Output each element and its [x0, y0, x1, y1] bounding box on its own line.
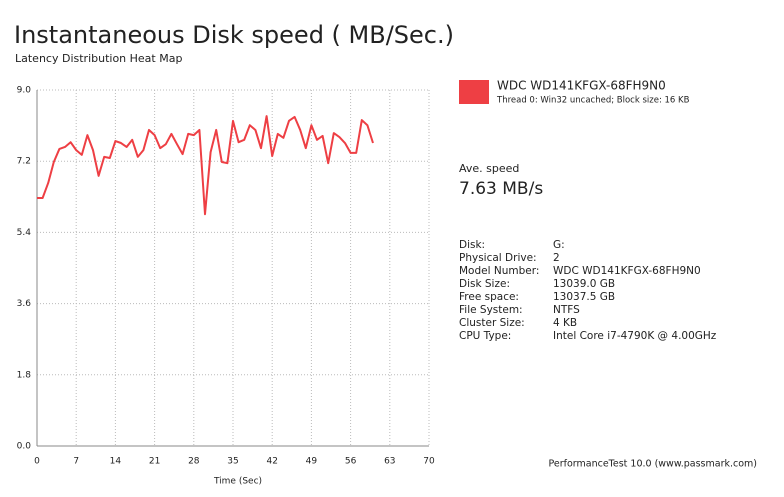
- legend-swatch: [459, 80, 489, 104]
- x-tick-label: 28: [188, 457, 200, 467]
- average-value: 7.63 MB/s: [459, 179, 543, 199]
- detail-value: 4 KB: [553, 317, 577, 329]
- x-tick-label: 0: [34, 457, 40, 467]
- average-label: Ave. speed: [459, 162, 519, 175]
- detail-label: Model Number:: [459, 265, 539, 277]
- detail-label: File System:: [459, 304, 523, 316]
- y-tick-label: 0.0: [17, 442, 32, 452]
- legend-detail: Thread 0: Win32 uncached; Block size: 16…: [496, 96, 690, 106]
- detail-value: G:: [553, 239, 565, 251]
- chart-title: Instantaneous Disk speed ( MB/Sec.): [14, 21, 454, 49]
- detail-value: 13039.0 GB: [553, 278, 615, 290]
- x-tick-label: 70: [423, 457, 435, 467]
- footer: PerformanceTest 10.0 (www.passmark.com): [548, 459, 757, 470]
- x-tick-label: 14: [110, 457, 122, 467]
- x-tick-label: 49: [306, 457, 318, 467]
- y-tick-label: 9.0: [17, 86, 32, 96]
- chart-subtitle: Latency Distribution Heat Map: [15, 52, 182, 65]
- x-tick-label: 35: [227, 457, 238, 467]
- y-tick-label: 3.6: [17, 299, 32, 309]
- detail-value: Intel Core i7-4790K @ 4.00GHz: [553, 330, 717, 342]
- data-line: [37, 115, 374, 216]
- detail-value: WDC WD141KFGX-68FH9N0: [553, 265, 701, 277]
- legend-label: WDC WD141KFGX-68FH9N0: [497, 79, 666, 93]
- y-tick-label: 1.8: [17, 370, 32, 380]
- y-tick-label: 7.2: [17, 157, 31, 167]
- detail-label: CPU Type:: [459, 330, 511, 342]
- detail-label: Free space:: [459, 291, 519, 303]
- detail-label: Disk:: [459, 239, 485, 251]
- detail-value: NTFS: [553, 304, 580, 316]
- detail-label: Cluster Size:: [459, 317, 525, 329]
- detail-value: 13037.5 GB: [553, 291, 615, 303]
- x-tick-label: 7: [73, 457, 79, 467]
- x-tick-label: 63: [384, 457, 395, 467]
- x-axis-label: Time (Sec): [213, 477, 262, 487]
- x-tick-label: 42: [266, 457, 277, 467]
- detail-value: 2: [553, 252, 560, 264]
- detail-label: Physical Drive:: [459, 252, 537, 264]
- detail-label: Disk Size:: [459, 278, 510, 290]
- x-tick-label: 56: [345, 457, 357, 467]
- x-tick-label: 21: [149, 457, 160, 467]
- y-tick-label: 5.4: [17, 228, 32, 238]
